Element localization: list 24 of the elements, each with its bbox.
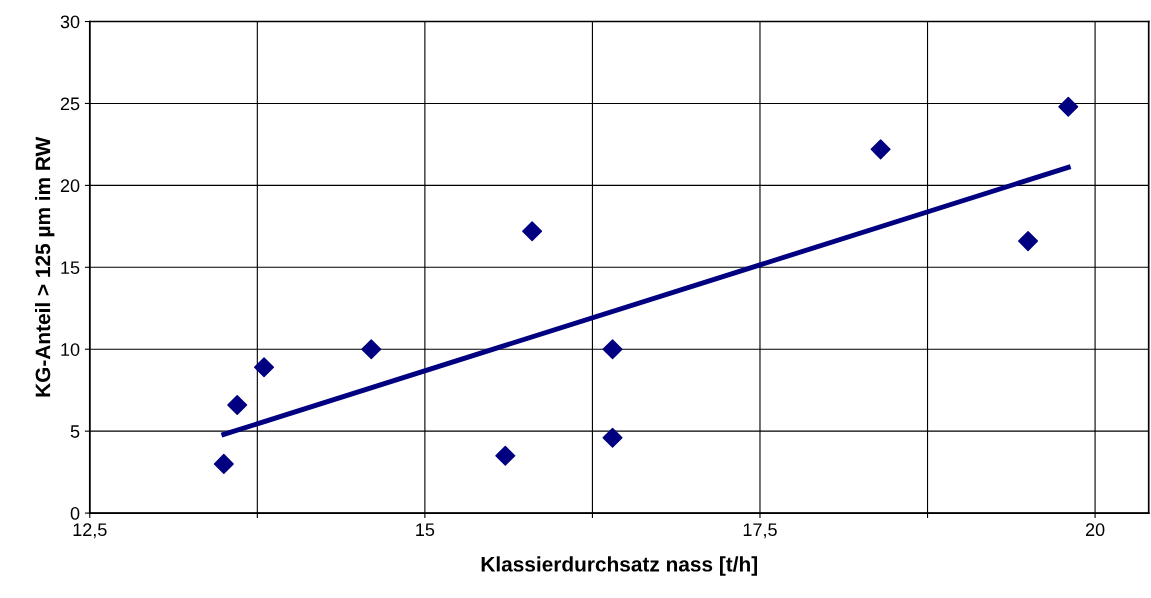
- point: [227, 394, 248, 415]
- point: [602, 339, 623, 360]
- y-tick-label: 0: [70, 507, 80, 520]
- point: [602, 427, 623, 448]
- y-tick-label: 30: [60, 15, 80, 29]
- y-tick-label: 10: [61, 343, 80, 356]
- x-tick-label: 20: [1085, 523, 1105, 537]
- x-tick-label: 17,5: [743, 523, 777, 539]
- point: [522, 221, 543, 242]
- x-tick-label: 15: [416, 523, 435, 537]
- y-tick-label: 5: [70, 425, 80, 438]
- x-tick-label: 12,5: [73, 523, 107, 539]
- point: [254, 357, 275, 378]
- point: [495, 445, 516, 466]
- y-tick-label: 25: [60, 97, 80, 111]
- point: [213, 453, 234, 474]
- y-tick-label: 15: [61, 261, 80, 275]
- point: [1018, 231, 1039, 252]
- y-axis-title: KG-Anteil > 125 µm im RW: [34, 136, 55, 397]
- y-tick-label: 20: [60, 179, 80, 193]
- x-axis-title: Klassierdurchsatz nass [t/h]: [481, 556, 758, 576]
- point: [1058, 96, 1079, 117]
- point: [361, 339, 382, 360]
- point: [870, 139, 891, 160]
